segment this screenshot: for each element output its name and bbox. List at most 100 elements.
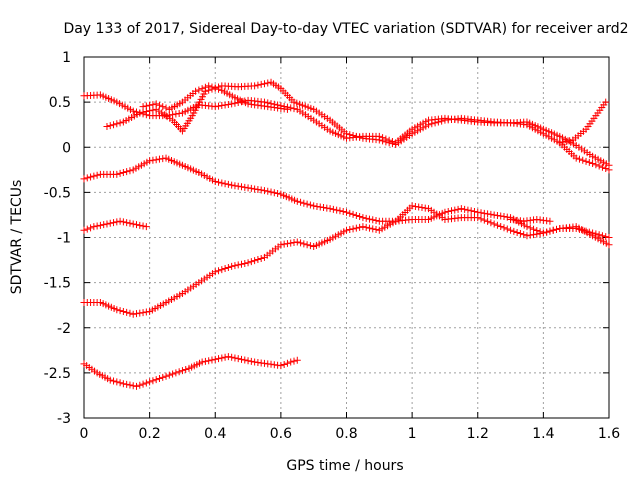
data-point [251, 185, 259, 193]
data-point [343, 130, 350, 138]
data-point [228, 100, 236, 108]
data-point [215, 102, 223, 110]
data-point [293, 197, 301, 205]
x-tick-label: 1.2 [467, 426, 489, 442]
data-point [474, 214, 482, 222]
data-point [310, 202, 318, 210]
x-tick-label: 1.4 [532, 426, 554, 442]
data-point [257, 254, 265, 262]
data-point [83, 174, 91, 182]
data-point [146, 378, 154, 386]
data-point [546, 227, 554, 235]
data-point [136, 109, 144, 117]
data-point [290, 239, 298, 247]
data-point [480, 216, 488, 224]
data-point [372, 217, 380, 225]
data-point [224, 263, 232, 271]
data-point [280, 240, 288, 248]
data-point [408, 202, 416, 210]
data-point [516, 230, 524, 238]
data-point [434, 118, 442, 126]
data-point [480, 209, 488, 217]
data-point [277, 362, 285, 370]
data-point [238, 355, 245, 363]
data-point [142, 379, 150, 387]
data-point [221, 101, 229, 109]
data-point [352, 224, 360, 232]
data-point [149, 101, 157, 109]
data-point [126, 219, 134, 227]
data-point [244, 259, 252, 267]
data-point [234, 182, 242, 190]
data-point [159, 103, 167, 111]
data-point [559, 138, 567, 146]
data-point [369, 225, 377, 233]
data-point [93, 222, 101, 230]
data-point [283, 240, 291, 248]
data-point [146, 157, 154, 165]
data-point [575, 155, 583, 163]
data-point [484, 210, 492, 218]
data-point [323, 204, 331, 212]
y-tick-label: -3 [57, 411, 71, 427]
data-point [208, 356, 216, 364]
data-point [247, 258, 255, 266]
data-point [162, 112, 170, 120]
data-point [343, 226, 350, 234]
data-point [349, 132, 357, 140]
data-point [549, 226, 557, 234]
data-point [228, 353, 236, 361]
data-point [490, 220, 498, 228]
data-point [290, 357, 298, 365]
data-point [129, 220, 137, 228]
data-point [136, 221, 144, 229]
data-point [238, 260, 245, 268]
data-point [123, 219, 131, 227]
data-point [149, 377, 157, 385]
x-tick-label: 0.2 [138, 426, 160, 442]
data-point [438, 117, 446, 125]
data-point [264, 187, 272, 195]
data-point [195, 86, 203, 94]
data-point [556, 139, 564, 147]
data-point [467, 207, 475, 215]
data-point [352, 211, 360, 219]
data-point [326, 205, 334, 213]
data-point [119, 308, 127, 316]
data-point [382, 138, 390, 146]
data-point [205, 357, 213, 365]
data-point [169, 370, 177, 378]
data-point [362, 214, 370, 222]
data-point [585, 158, 593, 166]
data-point [218, 354, 226, 362]
data-point [159, 155, 167, 163]
data-point [142, 102, 150, 110]
data-point [110, 219, 118, 227]
data-point [139, 103, 147, 111]
data-point [103, 220, 111, 228]
data-point [175, 368, 183, 376]
data-point [500, 224, 508, 232]
data-point [241, 183, 249, 191]
data-point [346, 209, 354, 217]
data-point [228, 181, 236, 189]
data-point [149, 156, 157, 164]
data-point [198, 358, 206, 366]
data-point [129, 382, 137, 390]
data-point [484, 217, 492, 225]
data-point [579, 156, 587, 164]
data-point [572, 154, 580, 162]
data-point [287, 239, 295, 247]
data-point [539, 229, 547, 237]
data-point [116, 307, 124, 315]
data-point [257, 80, 265, 88]
data-point [362, 223, 370, 231]
data-point [215, 267, 223, 275]
y-tick-label: -0.5 [44, 185, 71, 201]
data-point [139, 380, 147, 388]
data-point [346, 226, 354, 234]
data-point [215, 178, 223, 186]
data-point [356, 223, 364, 231]
